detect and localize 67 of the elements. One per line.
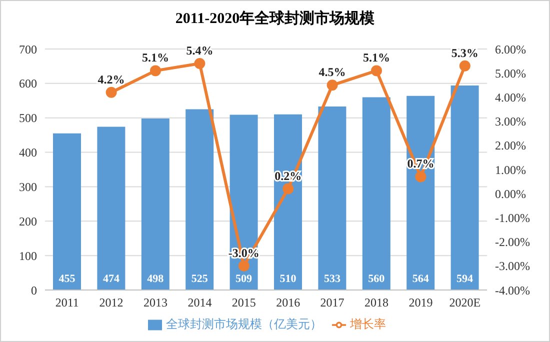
x-tick-label: 2011	[55, 296, 79, 310]
y-tick-label: 500	[19, 111, 37, 126]
x-tick-label: 2017	[320, 296, 344, 310]
legend-label: 全球封测市场规模（亿美元）	[166, 317, 322, 331]
bar	[186, 109, 214, 290]
x-tick-label: 2012	[99, 296, 124, 310]
bar	[230, 114, 258, 290]
y-tick-label: 100	[19, 248, 37, 263]
bar	[362, 97, 390, 290]
y2-tick-label: 5.00%	[495, 66, 526, 80]
bar	[141, 118, 170, 290]
chart-title: 2011-2020年全球封测市场规模	[174, 9, 376, 29]
x-tick-label: 2020E	[449, 296, 481, 310]
bar	[97, 126, 126, 290]
data-label: 560	[368, 273, 386, 285]
data-label: 5.1%	[142, 50, 169, 65]
y-tick-label: 700	[19, 42, 37, 56]
x-tick-label: 2014	[188, 296, 212, 310]
legend-label: 增长率	[350, 317, 386, 331]
x-tick-label: 2019	[408, 296, 433, 310]
bar	[406, 96, 435, 290]
y2-tick-label: 3.00%	[495, 114, 526, 129]
data-label: 5.4%	[186, 43, 214, 58]
y-tick-label: 300	[19, 180, 37, 194]
data-label: 5.1%	[363, 50, 390, 65]
y-tick-label: 200	[19, 214, 37, 228]
bar	[274, 114, 302, 290]
y2-tick-label: 4.00%	[495, 90, 526, 104]
data-label: 510	[280, 273, 297, 285]
y2-tick-label: 6.00%	[495, 42, 526, 56]
point	[415, 171, 426, 182]
y2-tick-label: 2.00%	[495, 138, 526, 153]
bar	[450, 85, 479, 290]
point	[150, 65, 161, 76]
y-tick-label: 600	[19, 76, 37, 91]
data-label: 455	[58, 273, 76, 285]
point	[194, 58, 206, 69]
y2-tick-label: -1.00%	[495, 210, 530, 225]
y-tick-label: 0	[31, 283, 37, 298]
bar	[53, 133, 81, 290]
data-label: 509	[236, 273, 253, 285]
point	[371, 65, 382, 76]
x-tick-label: 2018	[364, 296, 388, 310]
point	[282, 183, 294, 194]
y2-tick-label: -2.00%	[495, 235, 530, 250]
data-label: 4.5%	[318, 65, 346, 80]
y2-tick-label: 1.00%	[495, 162, 526, 177]
x-tick-label: 2016	[276, 296, 300, 310]
data-label: 533	[324, 273, 341, 285]
data-label: 5.3%	[451, 46, 478, 60]
data-label: 564	[412, 273, 430, 285]
point	[238, 260, 250, 272]
bar	[318, 106, 346, 290]
data-label: 594	[456, 273, 474, 285]
point	[459, 60, 470, 72]
y-tick-label: 400	[19, 146, 37, 160]
data-label: 525	[191, 273, 208, 285]
x-tick-label: 2015	[232, 296, 256, 310]
data-label: 498	[147, 273, 164, 285]
point	[326, 80, 338, 91]
data-label: 474	[102, 273, 120, 285]
point	[106, 86, 117, 98]
y2-tick-label: -3.00%	[495, 259, 530, 274]
y2-tick-label: 0.00%	[495, 186, 526, 201]
x-tick-label: 2013	[144, 296, 168, 310]
data-label: 4.2%	[98, 72, 125, 86]
y2-tick-label: -4.00%	[495, 283, 530, 298]
